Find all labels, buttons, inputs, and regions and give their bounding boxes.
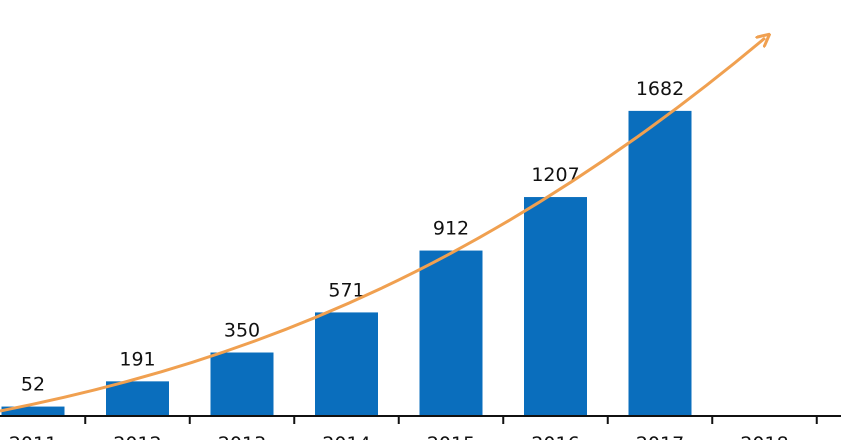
data-label-2016: 1207 — [531, 164, 579, 186]
data-label-2011: 52 — [21, 374, 45, 396]
data-labels-layer: 52 191 350 571 912 1207 1682 — [21, 78, 684, 396]
x-tick-label-2012: 2012 — [113, 433, 161, 440]
data-label-2014: 571 — [328, 279, 364, 301]
bar-2016 — [524, 197, 587, 416]
bars-layer — [1, 110, 692, 417]
x-tick-label-2014: 2014 — [322, 433, 370, 440]
x-tick-label-2016: 2016 — [531, 433, 579, 440]
x-tick-label-2011: 2011 — [9, 433, 57, 440]
bar-2015 — [419, 250, 483, 416]
data-label-2012: 191 — [119, 348, 155, 370]
x-tick-label-2013: 2013 — [218, 433, 266, 440]
trend-layer — [0, 38, 765, 413]
bar-2017 — [628, 110, 692, 417]
bar-2011 — [1, 406, 65, 416]
bar-2012 — [106, 381, 169, 416]
bar-2014 — [315, 312, 378, 416]
data-label-2017: 1682 — [636, 78, 684, 100]
data-label-2013: 350 — [224, 320, 260, 342]
bar-2013 — [210, 352, 274, 416]
x-axis: 2011 2012 2013 2014 2015 2016 2017 2018 — [0, 415, 841, 440]
x-tick-label-2018: 2018 — [740, 433, 788, 440]
x-tick-label-2015: 2015 — [427, 433, 475, 440]
trend-arrow — [0, 38, 765, 413]
data-label-2015: 912 — [433, 218, 469, 240]
x-tick-label-2017: 2017 — [636, 433, 684, 440]
